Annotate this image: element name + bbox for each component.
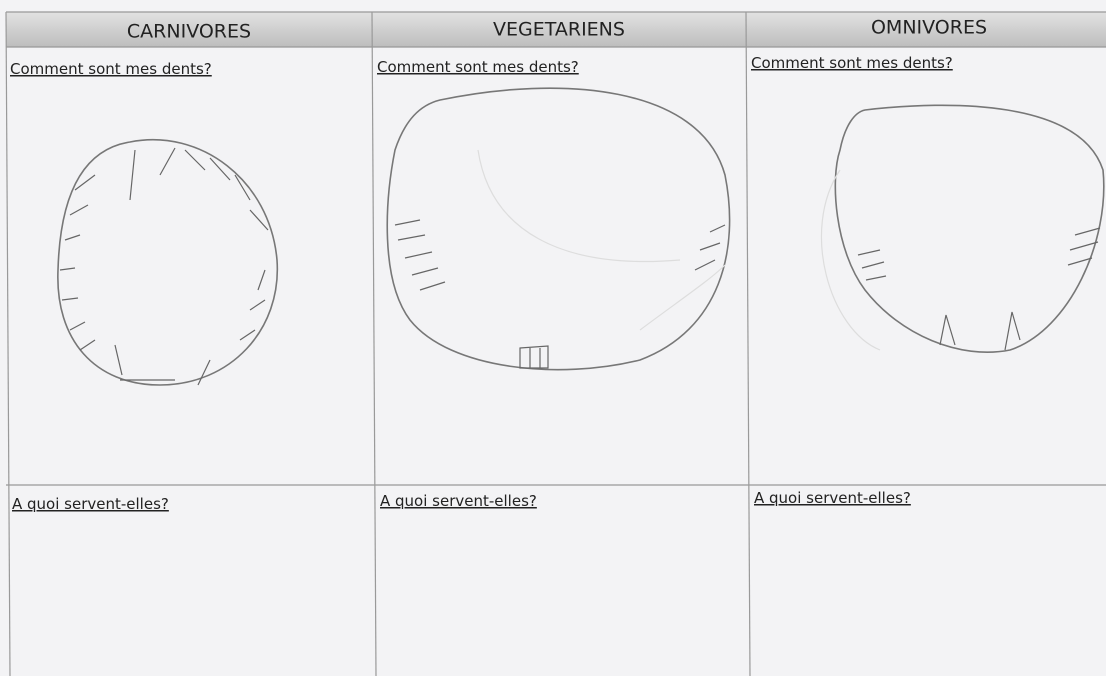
cell-prompt: Comment sont mes dents? bbox=[10, 60, 212, 78]
cell-prompt: A quoi servent-elles? bbox=[380, 492, 537, 510]
header-cell: VEGETARIENS bbox=[493, 19, 625, 41]
worksheet: CARNIVORES VEGETARIENS OMNIVORES Comment… bbox=[0, 0, 1106, 676]
page bbox=[0, 0, 1106, 676]
cell-prompt: A quoi servent-elles? bbox=[12, 495, 169, 513]
header-cell: OMNIVORES bbox=[871, 17, 987, 39]
cell-prompt: Comment sont mes dents? bbox=[751, 54, 953, 72]
cell-prompt: A quoi servent-elles? bbox=[754, 489, 911, 507]
header-cell: CARNIVORES bbox=[127, 21, 251, 43]
cell-prompt: Comment sont mes dents? bbox=[377, 58, 579, 76]
